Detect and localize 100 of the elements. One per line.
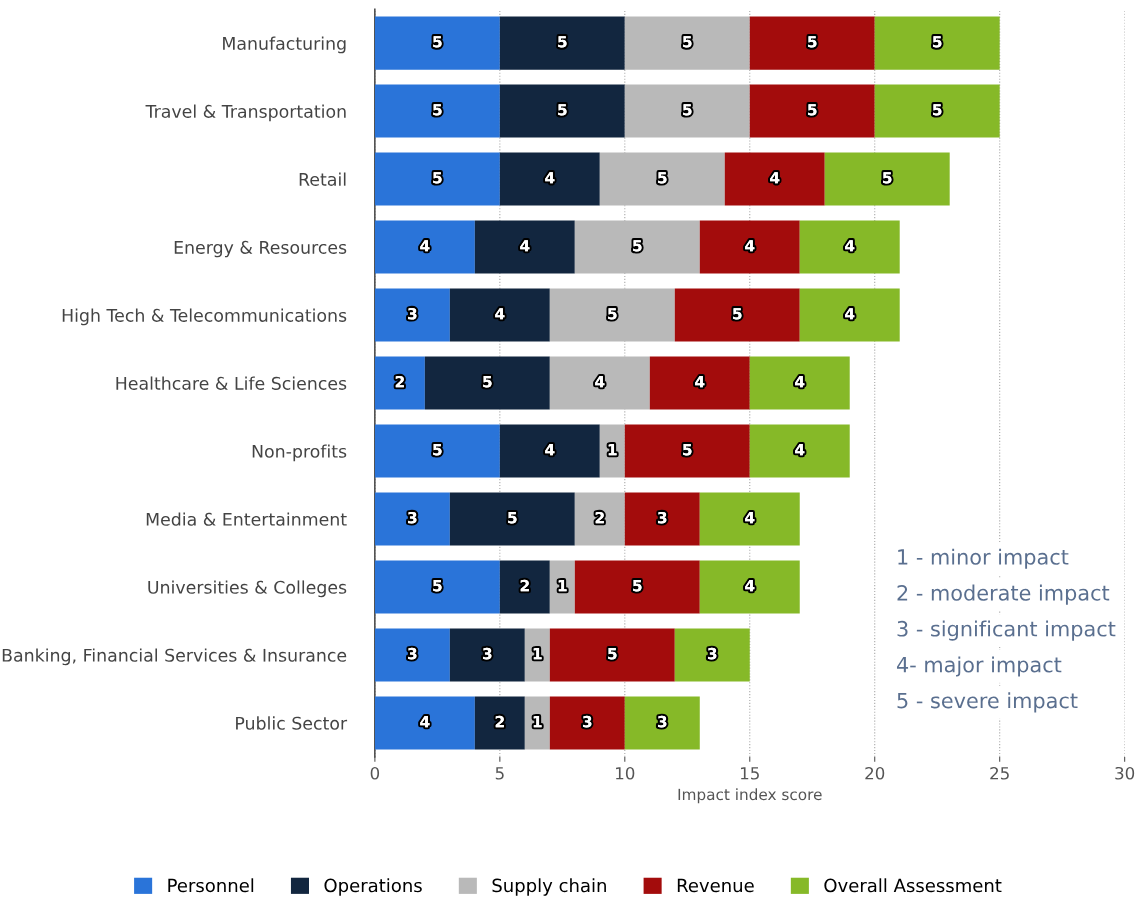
legend-label: Revenue <box>677 878 754 893</box>
data-label: 3 <box>583 715 592 728</box>
data-label: 5 <box>558 36 567 48</box>
bar <box>874 16 1000 70</box>
data-label: 5 <box>883 172 892 184</box>
data-label: 5 <box>433 36 442 48</box>
data-label: 3 <box>657 511 667 524</box>
y-tick-label: Manufacturing <box>223 36 346 54</box>
y-tick-label: Healthcare & Life Sciences <box>116 376 347 390</box>
bar <box>749 16 875 70</box>
x-tick-label: 20 <box>865 766 885 780</box>
x-tick-label: 10 <box>616 766 635 780</box>
legend-label: Overall Assessment <box>824 878 1002 893</box>
annotation: 3 - significant impact <box>897 620 1116 641</box>
data-label: 3 <box>408 307 417 320</box>
bar <box>374 560 500 614</box>
data-label: 1 <box>533 648 542 660</box>
data-label: 4 <box>695 376 705 388</box>
bar <box>549 696 625 750</box>
bar <box>449 288 550 342</box>
bar <box>699 560 800 614</box>
bar <box>599 152 725 206</box>
data-label: 5 <box>683 36 692 48</box>
data-label: 5 <box>683 104 692 116</box>
x-tick-label: 5 <box>495 767 504 780</box>
bar <box>699 492 800 546</box>
bar <box>374 152 500 206</box>
data-label: 5 <box>683 444 692 456</box>
x-tick-label: 25 <box>990 766 1009 780</box>
data-label: 5 <box>558 104 567 116</box>
bar <box>549 288 675 342</box>
data-label: 5 <box>608 648 617 660</box>
bar <box>374 220 475 274</box>
data-label: 4 <box>795 444 805 456</box>
bar <box>649 356 750 410</box>
data-label: 4 <box>495 308 505 320</box>
bar <box>474 696 525 750</box>
bar <box>499 84 625 138</box>
data-label: 3 <box>707 647 717 660</box>
legend-label: Operations <box>324 878 422 896</box>
bar <box>624 424 750 478</box>
bar <box>549 356 650 410</box>
data-label: 3 <box>657 715 667 728</box>
x-tick-label: 0 <box>370 766 380 780</box>
y-tick-label: Travel & Transportation <box>145 104 346 122</box>
data-label: 2 <box>395 375 404 388</box>
data-label: 1 <box>558 580 567 592</box>
data-label: 1 <box>608 444 617 456</box>
bar <box>449 492 575 546</box>
bar <box>674 628 750 682</box>
bar <box>799 288 900 342</box>
data-label: 5 <box>933 104 942 116</box>
bar <box>374 288 450 342</box>
data-label: 4 <box>795 376 805 388</box>
bar <box>374 492 450 546</box>
bar <box>424 356 550 410</box>
bar <box>624 16 750 70</box>
bar <box>474 220 575 274</box>
data-label: 5 <box>633 580 642 592</box>
data-label: 5 <box>433 580 442 592</box>
data-label: 4 <box>420 240 430 252</box>
bar <box>624 84 750 138</box>
y-tick-label: Banking, Financial Services & Insurance <box>2 648 347 666</box>
annotation: 1 - minor impact <box>898 548 1069 569</box>
bar <box>624 492 700 546</box>
bar <box>624 696 700 750</box>
data-label: 4 <box>745 512 755 524</box>
bar <box>749 424 850 478</box>
y-tick-label: Non-profits <box>252 444 347 462</box>
bar <box>674 288 800 342</box>
data-label: 4 <box>420 716 430 728</box>
bar <box>499 152 600 206</box>
bar <box>374 628 450 682</box>
bar <box>499 560 550 614</box>
data-label: 4 <box>545 444 555 456</box>
data-label: 5 <box>433 104 442 116</box>
bar <box>499 424 600 478</box>
data-label: 4 <box>745 580 755 592</box>
bar <box>374 696 475 750</box>
bar <box>499 16 625 70</box>
bar <box>824 152 950 206</box>
data-label: 4 <box>745 240 755 252</box>
annotation: 5 - severe impact <box>897 692 1078 713</box>
data-label: 5 <box>933 36 942 48</box>
data-label: 5 <box>483 376 492 388</box>
bar <box>374 424 500 478</box>
data-label: 5 <box>508 512 517 524</box>
bar <box>574 492 625 546</box>
y-tick-label: Universities & Colleges <box>148 580 347 598</box>
bar <box>374 84 500 138</box>
data-label: 4 <box>520 240 530 252</box>
data-label: 4 <box>845 240 855 252</box>
y-tick-label: High Tech & Telecommunications <box>62 308 347 326</box>
data-label: 2 <box>595 511 604 524</box>
bar <box>549 560 575 614</box>
data-label: 4 <box>545 172 555 184</box>
data-label: 2 <box>495 715 504 728</box>
legend-label: Personnel <box>168 878 254 893</box>
y-tick-label: Public Sector <box>236 716 348 730</box>
bar <box>574 560 700 614</box>
